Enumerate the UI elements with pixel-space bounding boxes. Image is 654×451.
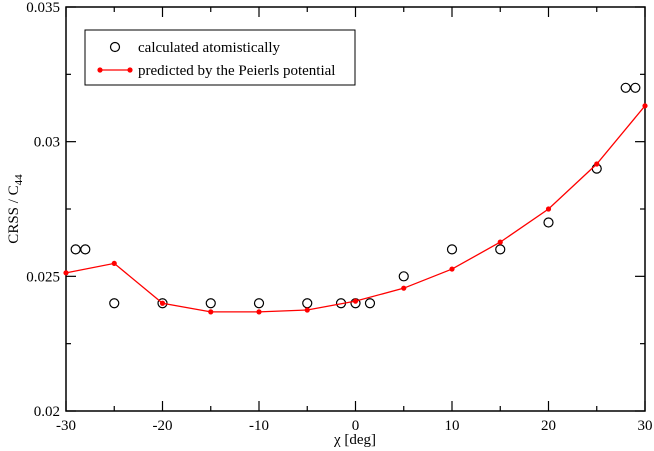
data-point <box>111 260 117 267</box>
data-point <box>446 244 458 255</box>
legend-label: predicted by the Peierls potential <box>138 63 335 79</box>
legend-marker <box>127 67 133 73</box>
data-point <box>497 239 503 245</box>
data-point <box>495 244 506 255</box>
y-tick-label: 0.025 <box>26 269 60 285</box>
legend-label: calculated atomistically <box>138 40 281 56</box>
x-tick-label: -20 <box>153 418 173 434</box>
data-point <box>449 266 455 272</box>
x-tick-label: 30 <box>638 418 653 434</box>
y-tick-label: 0.035 <box>26 0 60 16</box>
data-point <box>159 300 166 306</box>
legend-marker <box>109 41 121 53</box>
data-point <box>63 270 69 276</box>
y-axis-label: CRSS / C44 <box>6 174 25 244</box>
x-axis-label: χ [deg] <box>333 432 376 448</box>
data-point <box>256 309 262 315</box>
x-tick-label: -30 <box>56 418 76 434</box>
y-tick-label: 0.02 <box>34 404 60 420</box>
data-point <box>70 244 81 255</box>
data-point <box>630 82 641 93</box>
y-axis-label-main: CRSS / C <box>6 185 22 243</box>
data-point <box>80 244 91 255</box>
data-point <box>398 271 409 282</box>
data-point <box>364 298 376 309</box>
y-axis-label-sub: 44 <box>13 174 25 186</box>
data-point <box>109 298 120 309</box>
data-point <box>620 82 631 93</box>
data-point <box>253 298 265 309</box>
series-line <box>65 105 646 313</box>
data-point <box>205 298 216 309</box>
data-point <box>157 298 168 309</box>
y-tick-label: 0.03 <box>34 135 60 151</box>
data-point <box>594 161 600 167</box>
legend-box <box>84 29 356 86</box>
data-point <box>302 298 313 309</box>
data-point <box>543 217 554 228</box>
x-tick-label: 20 <box>541 418 556 434</box>
data-point <box>352 298 359 304</box>
data-point <box>545 206 552 212</box>
data-point <box>642 103 648 109</box>
legend-marker <box>97 67 103 73</box>
x-tick-label: -10 <box>249 418 269 434</box>
data-point <box>304 307 310 313</box>
x-tick-label: 0 <box>352 418 360 434</box>
data-point <box>401 285 407 291</box>
data-point <box>208 309 214 315</box>
x-tick-label: 10 <box>445 418 460 434</box>
